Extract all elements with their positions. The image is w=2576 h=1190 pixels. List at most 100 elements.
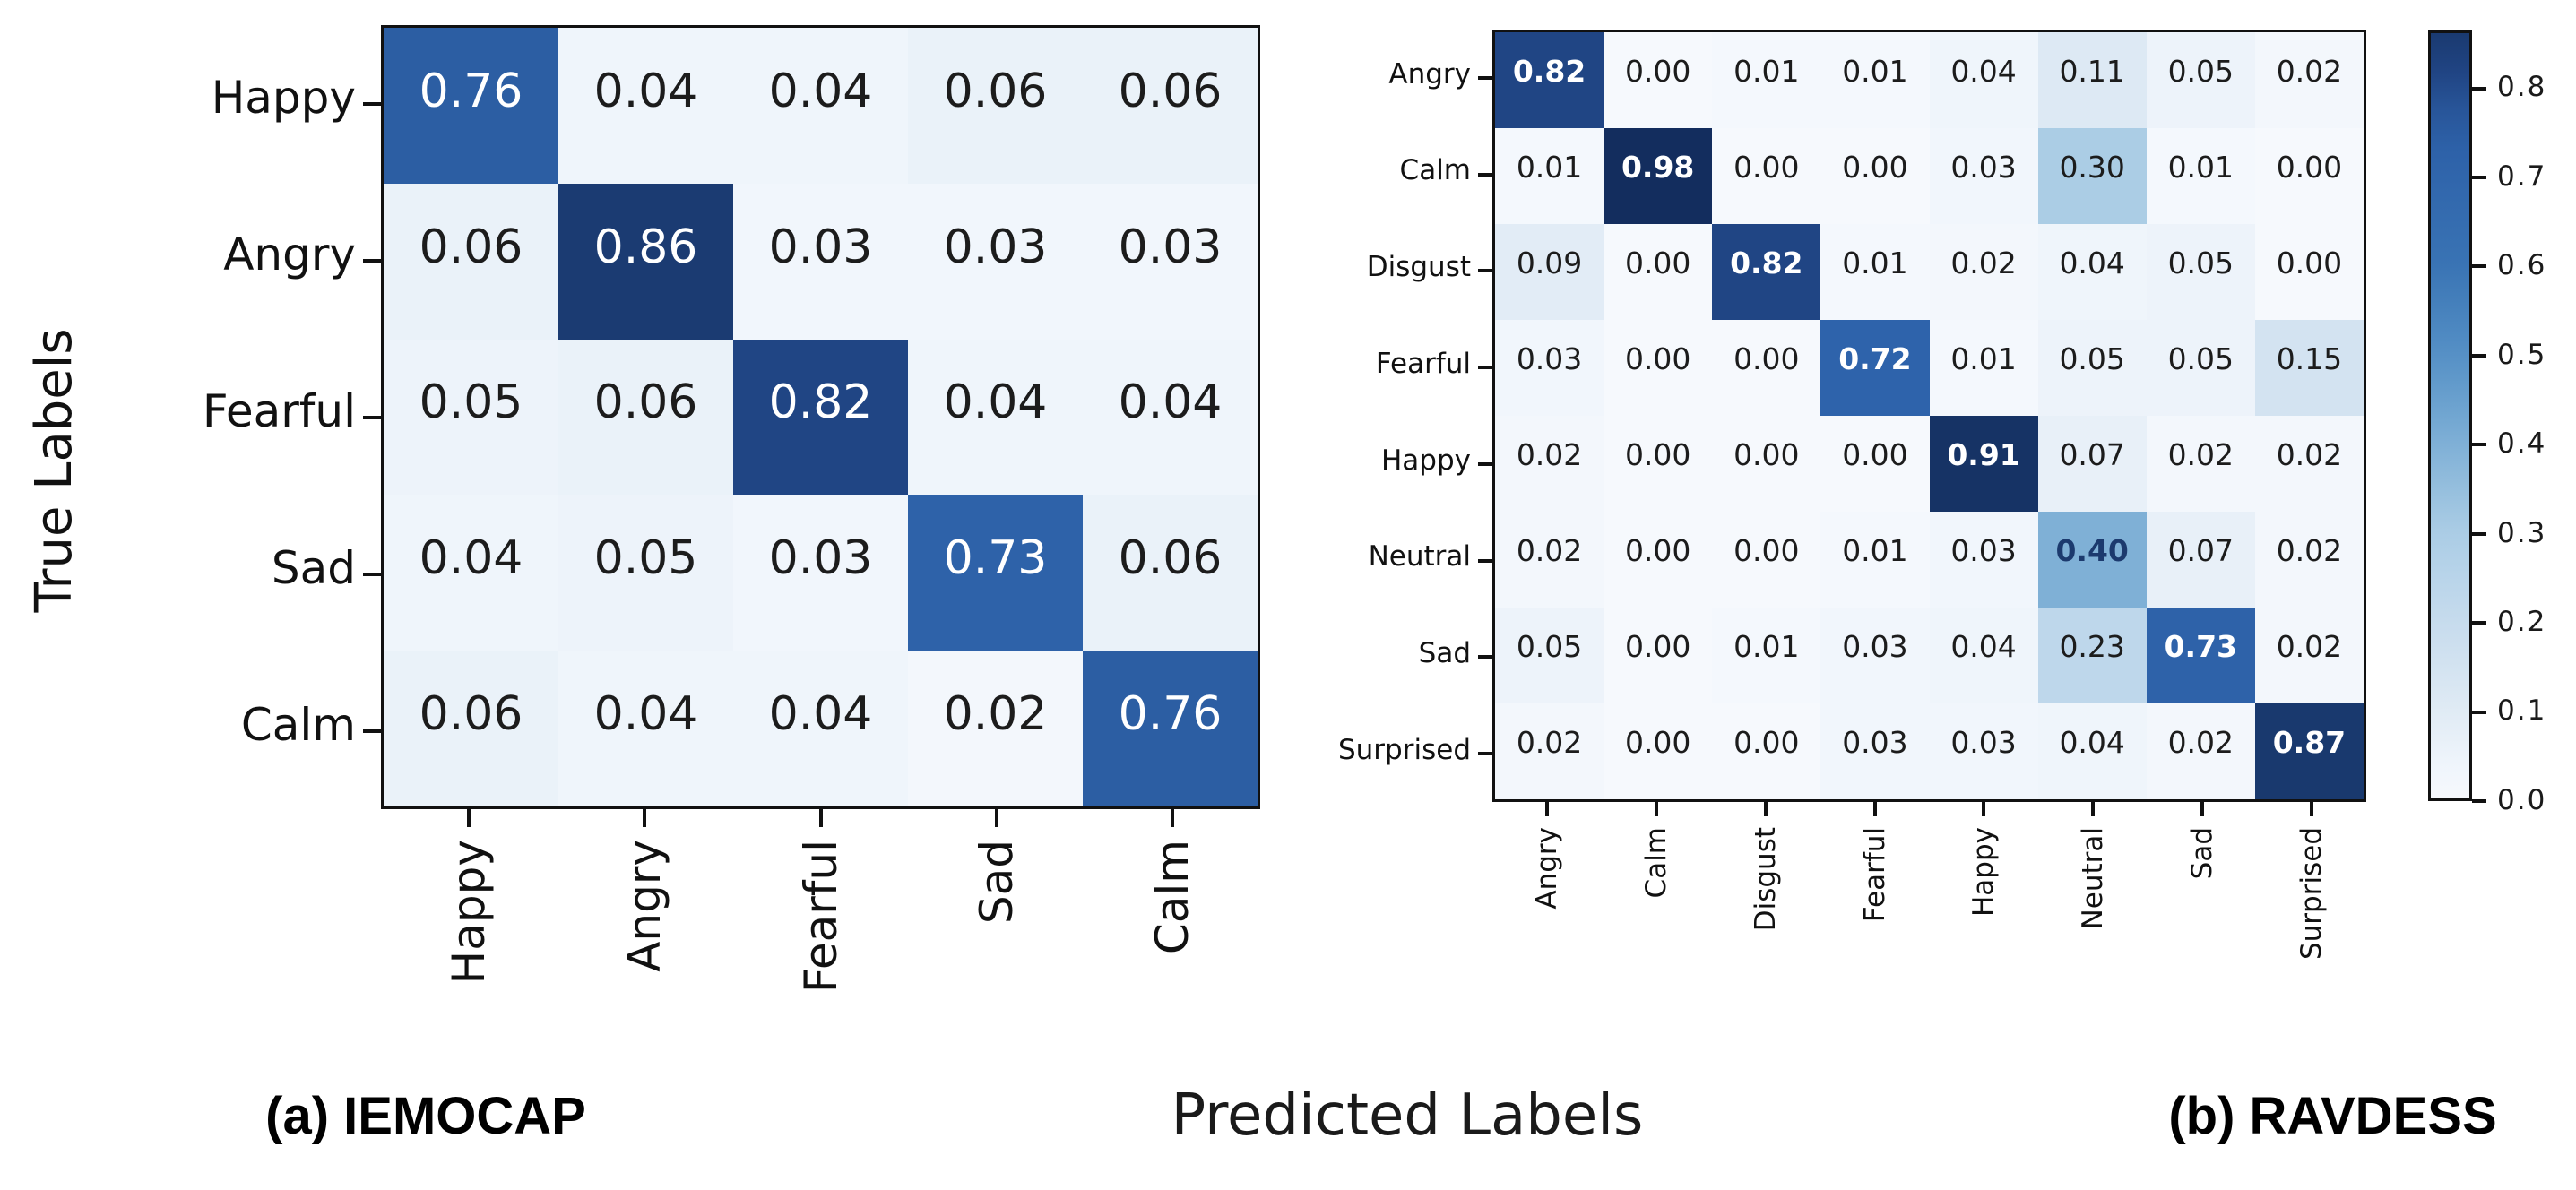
cell-disgust-sad: 0.05: [2146, 224, 2255, 320]
colorbar-tick: [2472, 264, 2486, 269]
ravdess-heatmap: 0.82 0.00 0.01 0.01 0.04 0.11 0.05 0.02 0.01 0.98…: [1492, 30, 2366, 802]
cell-value: 0.04: [593, 687, 698, 742]
cell-happy-happy: 0.91: [1929, 416, 2038, 512]
cell-value: 0.01: [1733, 54, 1800, 89]
col-label-angry: Angry: [618, 840, 671, 972]
col-label-disgust: Disgust: [1749, 827, 1782, 932]
cell-value: 0.76: [419, 64, 523, 118]
cell-fearful-sad: 0.04: [908, 339, 1083, 496]
cell-value: 0.03: [1516, 341, 1583, 376]
cell-neutral-angry: 0.02: [1495, 512, 1604, 608]
cell-value: 0.05: [2167, 54, 2235, 89]
cell-angry-neutral: 0.11: [2037, 32, 2147, 128]
cell-sad-calm: 0.00: [1604, 608, 1713, 703]
row-label-sad: Sad: [271, 541, 356, 594]
colorbar-tick-label: 0.0: [2497, 783, 2547, 816]
cell-value: 0.00: [1842, 437, 1908, 472]
cell-fearful-neutral: 0.05: [2037, 320, 2147, 416]
cell-calm-angry: 0.01: [1495, 128, 1604, 224]
cell-value: 0.04: [2059, 725, 2125, 760]
cell-value: 0.30: [2059, 150, 2125, 185]
y-tick: [1478, 366, 1492, 370]
cell-surprised-disgust: 0.00: [1712, 703, 1821, 799]
x-tick: [467, 809, 471, 827]
col-label-angry: Angry: [1530, 827, 1563, 910]
col-label-neutral: Neutral: [2077, 827, 2110, 930]
cell-value: 0.03: [1842, 725, 1908, 760]
cell-angry-happy: 0.04: [1929, 32, 2038, 128]
cell-value: 0.02: [2167, 437, 2235, 472]
x-tick: [1763, 802, 1768, 816]
cell-value: 0.23: [2059, 629, 2125, 664]
cell-value: 0.01: [1733, 629, 1800, 664]
cell-value: 0.00: [1733, 437, 1800, 472]
colorbar-tick-label: 0.4: [2497, 427, 2547, 461]
cell-value: 0.04: [768, 64, 873, 118]
cell-angry-fearful: 0.01: [1820, 32, 1930, 128]
row-label-calm: Calm: [1399, 154, 1471, 187]
cell-value: 0.72: [1838, 341, 1912, 376]
col-label-happy: Happy: [1967, 827, 2001, 918]
y-tick: [1478, 558, 1492, 563]
row-label-angry: Angry: [1388, 57, 1471, 91]
y-tick: [363, 101, 381, 106]
cell-value: 0.00: [2276, 150, 2343, 185]
colorbar-tick: [2472, 176, 2486, 180]
cell-surprised-angry: 0.02: [1495, 703, 1604, 799]
cell-value: 0.40: [2055, 533, 2129, 568]
cell-neutral-happy: 0.03: [1929, 512, 2038, 608]
cell-surprised-calm: 0.00: [1604, 703, 1713, 799]
cell-value: 0.00: [1733, 341, 1800, 376]
cell-angry-sad: 0.05: [2146, 32, 2255, 128]
cell-value: 0.04: [943, 375, 1048, 430]
cell-calm-sad: 0.02: [908, 651, 1083, 806]
cell-happy-happy: 0.76: [384, 28, 558, 184]
cell-fearful-fearful: 0.72: [1820, 320, 1930, 416]
cell-value: 0.05: [2167, 341, 2235, 376]
cell-value: 0.03: [943, 220, 1048, 274]
x-tick: [643, 809, 647, 827]
cell-fearful-happy: 0.05: [384, 339, 558, 496]
cell-value: 0.01: [1842, 54, 1908, 89]
cell-calm-fearful: 0.00: [1820, 128, 1930, 224]
cell-disgust-surprised: 0.00: [2254, 224, 2364, 320]
cell-value: 0.05: [2059, 341, 2125, 376]
y-tick: [363, 729, 381, 733]
cell-calm-neutral: 0.30: [2037, 128, 2147, 224]
cell-value: 0.82: [1512, 54, 1586, 89]
cell-value: 0.02: [1516, 725, 1583, 760]
x-tick: [1872, 802, 1877, 816]
cell-value: 0.05: [593, 531, 698, 586]
y-tick: [1478, 75, 1492, 80]
cell-value: 0.09: [1516, 246, 1583, 280]
row-label-fearful: Fearful: [1375, 347, 1471, 380]
row-label-happy: Happy: [211, 71, 356, 124]
cell-value: 0.73: [2164, 629, 2238, 664]
cell-sad-fearful: 0.03: [733, 495, 908, 651]
cell-sad-sad: 0.73: [2146, 608, 2255, 703]
cell-value: 0.04: [2059, 246, 2125, 280]
cell-value: 0.03: [1118, 220, 1223, 274]
cell-neutral-neutral: 0.40: [2037, 512, 2147, 608]
cell-value: 0.04: [593, 64, 698, 118]
cell-happy-neutral: 0.07: [2037, 416, 2147, 512]
col-label-happy: Happy: [443, 840, 496, 985]
row-label-happy: Happy: [1380, 444, 1471, 477]
cell-calm-angry: 0.04: [558, 651, 733, 806]
cell-value: 0.98: [1621, 150, 1695, 185]
cell-value: 0.02: [2276, 437, 2343, 472]
y-tick: [1478, 461, 1492, 466]
cell-happy-fearful: 0.00: [1820, 416, 1930, 512]
cell-disgust-angry: 0.09: [1495, 224, 1604, 320]
x-tick: [1982, 802, 1986, 816]
cell-fearful-disgust: 0.00: [1712, 320, 1821, 416]
cell-value: 0.00: [1624, 437, 1691, 472]
cell-happy-angry: 0.04: [558, 28, 733, 184]
cell-value: 0.00: [1624, 54, 1691, 89]
cell-surprised-neutral: 0.04: [2037, 703, 2147, 799]
cell-value: 0.03: [1842, 629, 1908, 664]
cell-happy-calm: 0.00: [1604, 416, 1713, 512]
cell-sad-calm: 0.06: [1083, 495, 1258, 651]
cell-angry-calm: 0.03: [1083, 183, 1258, 340]
